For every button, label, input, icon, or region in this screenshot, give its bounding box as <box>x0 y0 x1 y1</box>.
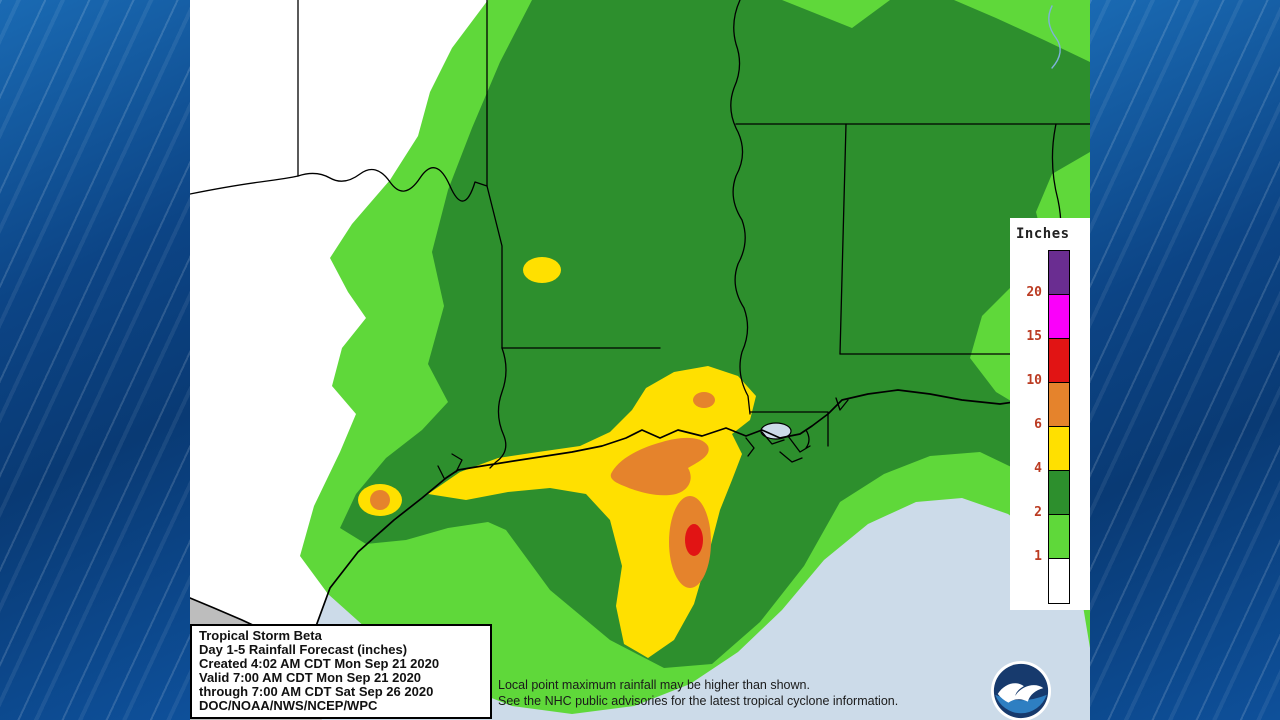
legend-swatch-under-1in <box>1049 559 1069 603</box>
rain-contour-2in <box>340 0 1090 668</box>
legend-label-10: 10 <box>1026 373 1042 388</box>
legend-swatch-10-15in <box>1049 339 1069 383</box>
rainfall-map-graphic <box>190 0 1090 720</box>
legend-label-20: 20 <box>1026 285 1042 300</box>
rain-spot-6in-houston <box>370 490 390 510</box>
rain-contour-6in-coastal-louisiana <box>610 437 709 496</box>
legend-swatch-4-6in <box>1049 427 1069 471</box>
footer-note-1: Local point maximum rainfall may be high… <box>498 678 810 692</box>
footer-notes: Local point maximum rainfall may be high… <box>498 677 898 709</box>
forecast-type: Day 1-5 Rainfall Forecast (inches) <box>199 642 408 657</box>
blue-backdrop-right <box>1090 0 1280 720</box>
legend-swatch-2-4in <box>1049 471 1069 515</box>
rainfall-forecast-map: Inches 20 15 10 6 4 2 1 Tropical Storm B… <box>190 0 1090 720</box>
blue-backdrop-left <box>0 0 190 720</box>
footer-note-2: See the NHC public advisories for the la… <box>498 694 899 708</box>
legend-swatch-1-2in <box>1049 515 1069 559</box>
rain-contour-10in-gulf <box>685 524 703 556</box>
created-time: Created 4:02 AM CDT Mon Sep 21 2020 <box>199 656 440 671</box>
legend-swatch-15-20in <box>1049 295 1069 339</box>
through-time: through 7:00 AM CDT Sat Sep 26 2020 <box>199 684 434 699</box>
legend-label-1: 1 <box>1034 549 1042 564</box>
legend-title: Inches <box>1016 226 1070 242</box>
valid-time: Valid 7:00 AM CDT Mon Sep 21 2020 <box>199 670 422 685</box>
legend-label-15: 15 <box>1026 329 1042 344</box>
legend-label-4: 4 <box>1034 461 1042 476</box>
legend-swatch-6-10in <box>1049 383 1069 427</box>
storm-name: Tropical Storm Beta <box>199 628 322 643</box>
legend-label-6: 6 <box>1034 417 1042 432</box>
issuing-agency: DOC/NOAA/NWS/NCEP/WPC <box>199 698 378 713</box>
legend-color-bar <box>1048 250 1070 604</box>
legend-swatch-over-20in <box>1049 251 1069 295</box>
noaa-logo <box>990 660 1052 720</box>
noaa-logo-gull-icon <box>997 683 1044 703</box>
tennessee-river <box>1048 5 1061 69</box>
rainfall-legend: Inches 20 15 10 6 4 2 1 <box>1010 218 1090 610</box>
rain-contour-4in <box>428 366 756 658</box>
legend-label-2: 2 <box>1034 505 1042 520</box>
rain-spot-4in-east-texas <box>523 257 561 283</box>
rain-spot-6in-northshore <box>693 392 715 408</box>
forecast-info-box: Tropical Storm Beta Day 1-5 Rainfall For… <box>190 624 492 719</box>
